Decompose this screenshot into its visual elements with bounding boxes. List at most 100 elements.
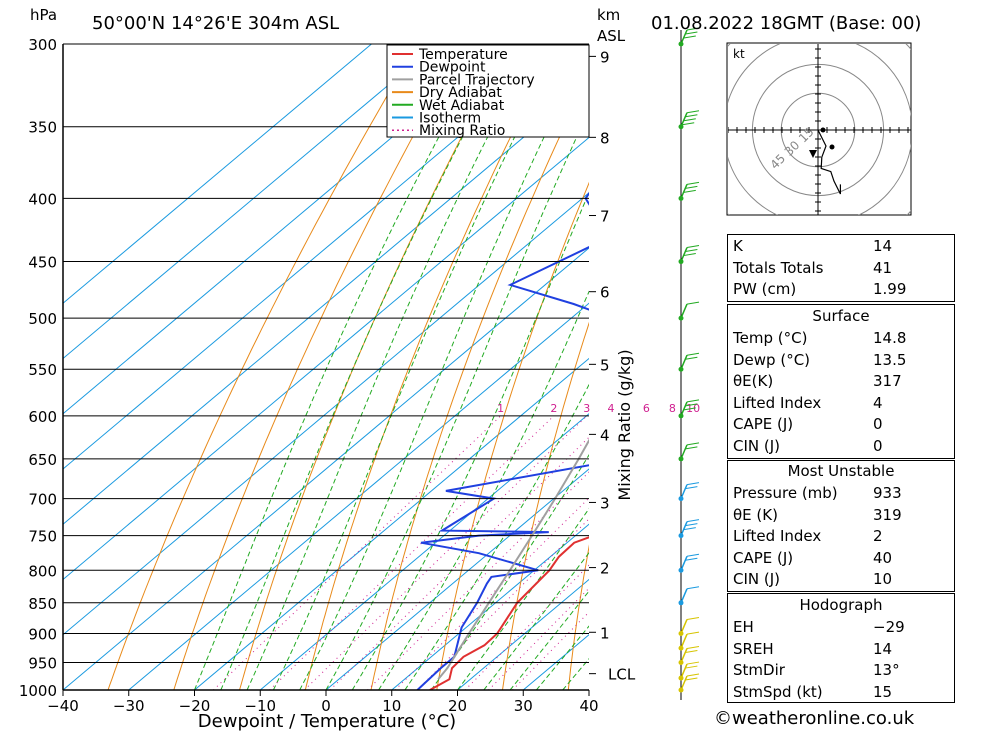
mixing-ratio-label: 4 <box>607 402 614 415</box>
pressure-tick-label: 400 <box>28 190 57 208</box>
wind-level-dot <box>678 659 684 665</box>
index-value: 1.99 <box>873 280 907 298</box>
legend-label: Dry Adiabat <box>419 85 502 101</box>
wet-adiabat-line <box>194 44 490 690</box>
wind-level-dot <box>678 195 684 201</box>
hodograph-trace <box>817 129 841 195</box>
wind-barb-flag <box>685 356 698 360</box>
wind-level-dot <box>678 366 684 372</box>
wind-barb <box>680 648 688 663</box>
x-axis-label: Dewpoint / Temperature (°C) <box>198 711 456 732</box>
wind-level-dot <box>678 675 684 681</box>
location-title: 50°00'N 14°26'E 304m ASL <box>92 13 339 34</box>
surface-label: Lifted Index <box>733 393 822 412</box>
surface-value: 0 <box>873 415 883 433</box>
wind-barb-flag <box>686 482 700 486</box>
pressure-tick-label: 500 <box>28 310 57 328</box>
hodograph-param-value: −29 <box>873 618 905 636</box>
isotherm-line <box>63 192 589 636</box>
most-unstable-row: θE (K) 319 <box>728 505 954 526</box>
index-row: K 14 <box>728 236 954 257</box>
wind-barb-flag <box>685 114 698 118</box>
wind-barb-flag <box>686 673 700 677</box>
wind-barb-flag <box>685 403 698 407</box>
dry-adiabat-line <box>107 44 418 690</box>
wind-barb-flag <box>686 631 700 635</box>
km-tick-label: 9 <box>600 48 610 66</box>
wind-barb-flag <box>686 181 700 185</box>
most-unstable-row: Lifted Index 2 <box>728 526 954 547</box>
x-tick-label: 40 <box>579 697 598 715</box>
most-unstable-label: Pressure (mb) <box>733 484 838 502</box>
wind-barb <box>680 663 688 679</box>
wind-barb-flag <box>685 31 698 35</box>
wind-barb-flag <box>686 661 700 665</box>
wind-barb-flag <box>686 110 700 114</box>
surface-label: Dewp (°C) <box>733 350 811 369</box>
hodograph-param-row: SREH 14 <box>728 639 954 660</box>
surface-panel: Surface Temp (°C) 14.8 Dewp (°C) 13.5 θE(K) 3… <box>727 304 955 459</box>
asl-label: ASL <box>597 27 626 45</box>
surface-value: 0 <box>873 436 883 455</box>
wind-barb <box>680 675 688 691</box>
surface-label: CAPE (J) <box>733 415 794 433</box>
wind-barb-flag <box>685 249 698 253</box>
indices-panel: K 14 Totals Totals 41 PW (cm) 1.99 <box>727 234 955 302</box>
surface-value: 13.5 <box>873 350 907 369</box>
most-unstable-row: Pressure (mb) 933 <box>728 483 954 504</box>
hodograph-param-value: 15 <box>873 682 893 701</box>
dry-adiabat-line <box>955 44 1000 690</box>
pressure-tick-label: 300 <box>28 36 57 54</box>
most-unstable-value: 10 <box>873 570 893 588</box>
isotherm-line <box>63 44 570 470</box>
surface-value: 317 <box>873 372 902 390</box>
wind-barb <box>680 247 688 262</box>
wet-adiabat-line <box>457 507 589 690</box>
hodograph-param-row: StmSpd (kt) 15 <box>728 682 954 703</box>
isotherm-line <box>63 44 504 415</box>
pressure-tick-label: 450 <box>28 254 57 272</box>
km-tick-label: 3 <box>600 494 610 512</box>
most-unstable-panel: Most Unstable Pressure (mb) 933 θE (K) 319 L… <box>727 460 955 592</box>
wind-barb-flag <box>686 442 700 446</box>
datetime-title: 01.08.2022 18GMT (Base: 00) <box>651 13 921 34</box>
temperature-series-line <box>429 536 589 690</box>
pressure-tick-label: 800 <box>28 562 57 580</box>
legend-label: Parcel Trajectory <box>419 72 535 88</box>
storm-motion-marker <box>809 150 817 158</box>
surface-row: CIN (J) 0 <box>728 436 954 457</box>
wind-barb-flag <box>686 301 700 305</box>
index-row: Totals Totals 41 <box>728 258 954 279</box>
wind-barb-flag <box>683 527 696 531</box>
copyright-footer[interactable]: ©weatheronline.co.uk <box>714 708 915 729</box>
most-unstable-label: Lifted Index <box>733 527 822 545</box>
km-unit-label: km <box>597 6 620 24</box>
wind-barb-flag <box>683 253 696 257</box>
surface-row: CAPE (J) 0 <box>728 414 954 435</box>
index-label: Totals Totals <box>733 258 824 277</box>
hodograph-box <box>726 42 912 216</box>
wind-level-dot <box>678 41 684 47</box>
wind-barb <box>680 619 688 634</box>
most-unstable-row: CIN (J) 10 <box>728 569 954 590</box>
isotherm-line <box>457 578 589 690</box>
pressure-tick-label: 350 <box>28 119 57 137</box>
pressure-tick-label: 650 <box>28 451 57 469</box>
wind-barb-flag <box>685 557 698 561</box>
hodograph-param-row: StmDir 13° <box>728 660 954 681</box>
wind-level-dot <box>678 630 684 636</box>
dry-adiabat-line <box>370 73 589 690</box>
km-tick-label: 7 <box>600 208 610 226</box>
most-unstable-value: 2 <box>873 527 883 545</box>
x-tick-label: 10 <box>382 697 401 715</box>
wet-adiabat-line <box>325 109 589 690</box>
wind-level-dot <box>678 687 684 693</box>
pressure-tick-label: 1000 <box>19 682 57 700</box>
wind-barb-flag <box>685 185 698 189</box>
wind-level-dot <box>678 645 684 651</box>
hodograph-params-panel: Hodograph EH −29 SREH 14 StmDir 13° StmSpd (kt… <box>727 593 955 703</box>
wind-barb-flag <box>686 352 700 356</box>
hodograph-unit-label: kt <box>733 47 745 61</box>
wind-level-dot <box>678 413 684 419</box>
